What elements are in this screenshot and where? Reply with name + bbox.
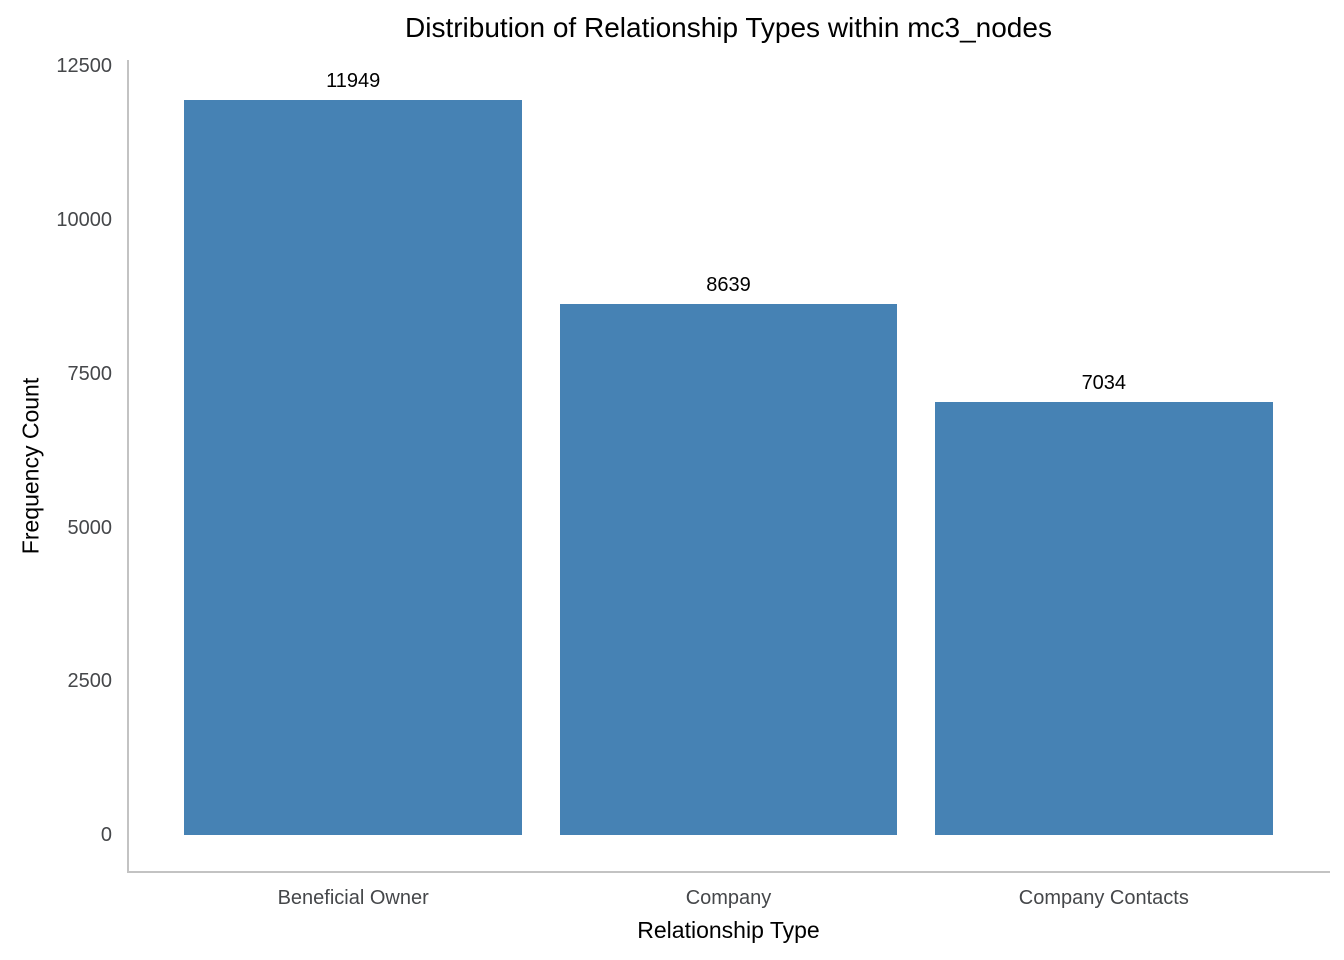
bar-value-label: 11949 <box>326 70 381 93</box>
x-tick-label: Company <box>685 887 772 909</box>
bar <box>559 303 898 835</box>
bar-value-label: 8639 <box>706 273 751 296</box>
y-tick-label: 5000 <box>67 516 113 539</box>
y-tick-label: 0 <box>100 824 112 846</box>
x-axis-line <box>127 871 1330 873</box>
y-tick-label: 10000 <box>56 209 112 231</box>
y-tick-label: 12500 <box>56 55 112 78</box>
y-tick-label: 7500 <box>67 362 113 385</box>
bar <box>184 100 523 835</box>
y-tick-label: 2500 <box>67 670 113 693</box>
x-axis-title: Relationship Type <box>637 917 820 943</box>
y-axis-line <box>127 60 129 873</box>
x-tick-label: Company Contacts <box>1018 887 1189 909</box>
x-tick-label: Beneficial Owner <box>277 887 429 909</box>
bar-value-label: 7034 <box>1081 372 1127 395</box>
chart-title: Distribution of Relationship Types withi… <box>405 12 1052 43</box>
bar <box>934 402 1273 835</box>
